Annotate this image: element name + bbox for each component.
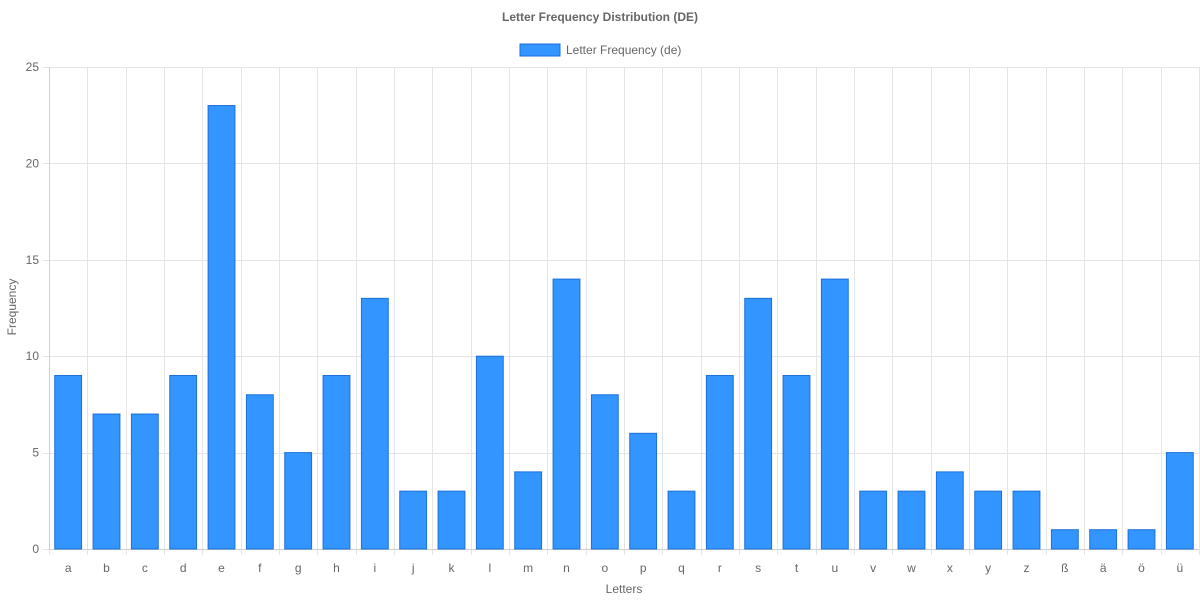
x-tick-label: v	[870, 561, 876, 575]
legend-swatch[interactable]	[519, 43, 561, 57]
bar-d[interactable]	[169, 374, 198, 550]
legend-label[interactable]: Letter Frequency (de)	[566, 43, 681, 57]
x-tick-label: ß	[1061, 561, 1068, 575]
x-tick-label: ü	[1176, 561, 1183, 575]
bar-z[interactable]	[1012, 490, 1041, 550]
bar-g[interactable]	[284, 452, 313, 550]
bar-x[interactable]	[935, 471, 964, 550]
x-tick-label: y	[985, 561, 991, 575]
y-axis-title: Frequency	[5, 279, 19, 336]
bar-j[interactable]	[399, 490, 428, 550]
bar-q[interactable]	[667, 490, 696, 550]
bar-e[interactable]	[207, 105, 236, 550]
bar-t[interactable]	[782, 374, 811, 550]
x-tick-label: ö	[1138, 561, 1145, 575]
x-tick-label: d	[180, 561, 187, 575]
bar-a[interactable]	[54, 374, 83, 550]
x-tick-label: n	[563, 561, 570, 575]
x-tick-label: c	[142, 561, 148, 575]
bar-m[interactable]	[514, 471, 543, 550]
bar-o[interactable]	[590, 394, 619, 550]
x-tick-label: q	[678, 561, 685, 575]
bar-b[interactable]	[92, 413, 121, 550]
x-tick-label: j	[411, 561, 415, 575]
x-tick-label: g	[295, 561, 302, 575]
y-axis-ticks: 0 5 10 15 20 25	[26, 60, 40, 556]
bar-f[interactable]	[245, 394, 274, 550]
bar-s[interactable]	[744, 297, 773, 550]
x-tick-label: t	[795, 561, 799, 575]
x-tick-label: s	[755, 561, 761, 575]
bar-v[interactable]	[859, 490, 888, 550]
bars	[54, 105, 1194, 550]
x-tick-label: a	[65, 561, 72, 575]
x-tick-label: o	[601, 561, 608, 575]
x-tick-label: r	[718, 561, 722, 575]
x-tick-label: x	[947, 561, 953, 575]
bar-l[interactable]	[475, 355, 504, 550]
bar-w[interactable]	[897, 490, 926, 550]
x-tick-label: i	[373, 561, 376, 575]
y-tick-label: 10	[26, 349, 40, 363]
bar-r[interactable]	[705, 374, 734, 550]
grid	[43, 67, 1200, 555]
bar-ß[interactable]	[1050, 529, 1079, 550]
x-tick-label: f	[258, 561, 262, 575]
y-tick-label: 5	[32, 446, 39, 460]
y-tick-label: 0	[32, 542, 39, 556]
bar-u[interactable]	[820, 278, 849, 550]
x-tick-label: ä	[1100, 561, 1107, 575]
x-tick-label: u	[831, 561, 838, 575]
bar-h[interactable]	[322, 374, 351, 550]
x-tick-label: m	[523, 561, 533, 575]
x-tick-label: w	[906, 561, 916, 575]
bar-ä[interactable]	[1089, 529, 1118, 550]
bar-c[interactable]	[130, 413, 159, 550]
bar-p[interactable]	[629, 432, 658, 550]
x-tick-label: k	[449, 561, 456, 575]
bar-k[interactable]	[437, 490, 466, 550]
x-axis-title: Letters	[606, 582, 643, 596]
legend[interactable]: Letter Frequency (de)	[519, 43, 681, 57]
bar-n[interactable]	[552, 278, 581, 550]
bar-y[interactable]	[974, 490, 1003, 550]
x-tick-label: z	[1024, 561, 1030, 575]
x-tick-label: l	[488, 561, 491, 575]
chart-title: Letter Frequency Distribution (DE)	[502, 10, 698, 24]
y-tick-label: 20	[26, 156, 40, 170]
bar-i[interactable]	[360, 297, 389, 550]
x-tick-label: e	[218, 561, 225, 575]
x-tick-label: p	[640, 561, 647, 575]
y-tick-label: 15	[26, 253, 40, 267]
x-tick-label: h	[333, 561, 340, 575]
bar-ü[interactable]	[1165, 452, 1194, 550]
x-tick-label: b	[103, 561, 110, 575]
bar-ö[interactable]	[1127, 529, 1156, 550]
y-tick-label: 25	[26, 60, 40, 74]
